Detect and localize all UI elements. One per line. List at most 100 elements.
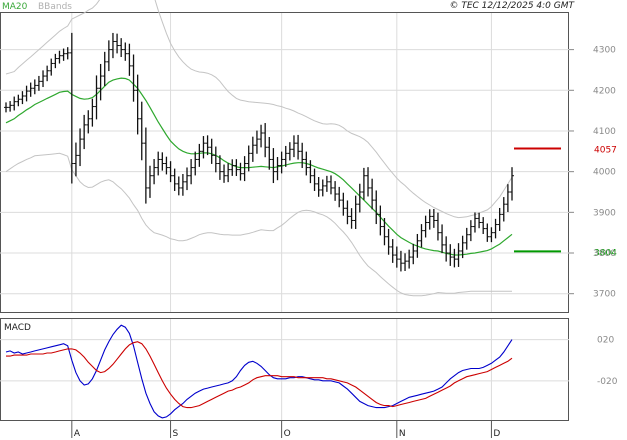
ohlc-bar [41,70,46,88]
ohlc-bar [106,40,111,72]
bbands-legend-label: BBands [38,2,72,12]
ma20-line-group [5,77,513,256]
ohlc-bar [115,33,120,54]
ohlc-bar [357,183,362,213]
ohlc-bar [127,43,132,76]
price-bars [4,32,514,272]
ohlc-bar [415,233,420,258]
ohlc-bar [283,145,288,167]
ohlc-bar [131,54,136,102]
ohlc-bar [180,173,185,196]
ohlc-bar [300,142,305,168]
ohlc-bar [320,179,325,197]
ohlc-bar [205,135,210,156]
ohlc-bar [472,212,477,233]
ohlc-bar [275,157,280,181]
ohlc-bar [217,155,222,180]
ohlc-bar [353,195,358,230]
ohlc-bar [468,220,473,242]
ohlc-bar [423,215,428,238]
ohlc-bar [16,94,21,107]
ohlc-bar [90,98,95,127]
price-y-axis: 4300 4200 4100 4000 3900 3800 3700 [569,46,616,300]
ohlc-bar [291,135,296,158]
ohlc-bar [234,159,239,177]
ohlc-bar [456,243,461,267]
ohlc-bar [361,167,366,200]
ohlc-bar [119,38,124,58]
ohlc-bar [172,168,177,191]
ohlc-bar [287,142,292,161]
ohlc-bar [411,243,416,265]
ohlc-bar [69,32,74,184]
macd-y-tick-label: -020 [597,377,618,387]
ohlc-bar [267,136,272,170]
ohlc-bar [296,134,301,160]
price-level-label: 3804 [594,248,617,258]
copyright-timestamp: © TEC 12/12/2025 4:0 GMT [449,1,575,11]
ohlc-bar [279,151,284,174]
ohlc-bar [147,165,152,198]
ohlc-bar [135,74,140,135]
price-y-tick-label: 4200 [593,86,616,96]
ohlc-bar [45,65,50,82]
ohlc-bar [36,75,41,91]
ohlc-bar [197,143,202,167]
ohlc-bar [386,228,391,255]
price-axis-strip [569,12,627,313]
macd-y-tick-label: 020 [597,336,614,346]
macd-y-axis: 020 -020 [597,336,618,387]
ohlc-bar [440,224,445,254]
macd-series-macd-line [5,324,513,419]
ohlc-bar [382,218,387,246]
ohlc-bar [489,227,494,243]
ohlc-bar [57,50,62,64]
price-y-tick-label: 4000 [593,168,616,178]
ohlc-bar [337,186,342,208]
ohlc-bar [448,244,453,266]
ma20-legend-label: MA20 [2,2,28,12]
ohlc-bar [378,205,383,236]
ohlc-bar [53,53,58,69]
ohlc-bar [226,163,231,183]
ohlc-bar [349,208,354,229]
ohlc-bar [481,217,486,235]
ohlc-bar [110,32,115,59]
ohlc-bar [304,151,309,176]
ohlc-bar [242,156,247,182]
ohlc-bar [477,212,482,229]
ohlc-bar [24,85,29,102]
ohlc-bar [139,101,144,161]
ohlc-bar [464,227,469,250]
bband-upper-line [5,0,513,219]
ohlc-bar [254,130,259,154]
ohlc-bar [49,58,54,76]
ohlc-bar [98,63,103,101]
bband-lower-line [5,152,512,297]
ohlc-bar [32,79,37,95]
ohlc-bar [176,176,181,196]
ohlc-bar [222,164,227,183]
macd-panel-frame [0,318,569,421]
ohlc-bar [160,152,165,171]
ohlc-bar [189,159,194,185]
ohlc-bar [73,142,78,177]
ohlc-bar [308,160,313,184]
x-tick-label: D [493,429,500,439]
ohlc-bar [213,146,218,173]
ohlc-bar [510,167,514,201]
ohlc-bar [271,148,276,184]
ohlc-bar [164,156,169,175]
ohlc-bar [394,246,399,268]
price-panel-frame [0,12,569,313]
ohlc-bar [94,75,99,120]
ohlc-bar [316,177,321,197]
ohlc-bar [324,175,329,192]
macd-series-signal-line [6,341,513,409]
ohlc-bar [65,47,70,60]
price-y-tick-label: 3900 [593,208,616,218]
ohlc-bar [152,159,157,185]
ohlc-bar [230,159,235,176]
